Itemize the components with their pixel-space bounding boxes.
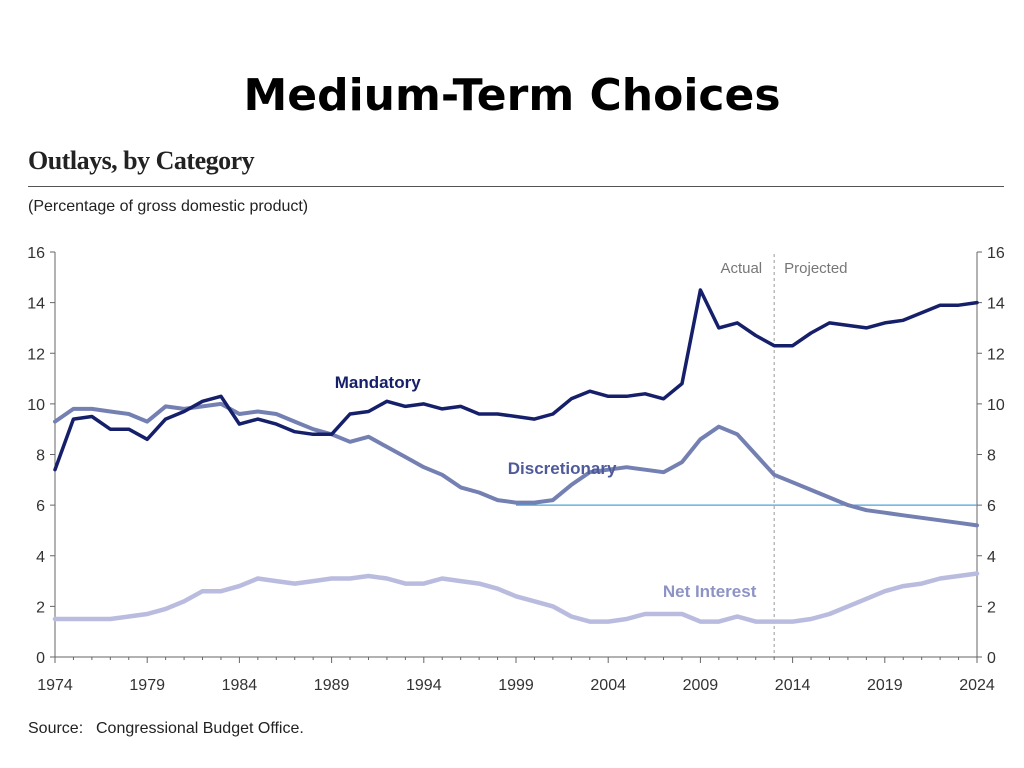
series-line-mandatory (53, 288, 979, 472)
chart-subtitle: (Percentage of gross domestic product) (28, 198, 309, 215)
y-tick-label-left: 12 (27, 346, 45, 363)
series-line-discretionary (53, 401, 979, 528)
x-tick-label: 1984 (222, 677, 258, 694)
y-tick-label-right: 6 (987, 498, 996, 515)
y-tick-label-right: 16 (987, 245, 1005, 262)
x-tick-label: 1999 (498, 677, 534, 694)
chart-title: Outlays, by Category (28, 146, 255, 175)
series-label-discretionary: Discretionary (508, 459, 617, 478)
actual-label: Actual (720, 260, 762, 277)
y-tick-label-left: 2 (36, 599, 45, 616)
y-tick-label-right: 8 (987, 448, 996, 465)
x-tick-label: 2019 (867, 677, 903, 694)
y-tick-label-right: 4 (987, 549, 996, 566)
series-line-net-interest (52, 571, 980, 624)
title-rule (28, 186, 1004, 187)
x-tick-label: 2009 (683, 677, 719, 694)
x-tick-label: 1979 (129, 677, 165, 694)
y-tick-label-left: 8 (36, 448, 45, 465)
y-tick-label-left: 0 (36, 650, 45, 667)
source-text: Congressional Budget Office. (96, 720, 304, 737)
y-tick-label-right: 2 (987, 599, 996, 616)
slide-title: Medium-Term Choices (243, 70, 781, 121)
y-tick-label-left: 14 (27, 296, 45, 313)
x-tick-label: 1974 (37, 677, 73, 694)
projected-label: Projected (784, 260, 847, 277)
x-tick-label: 1989 (314, 677, 350, 694)
x-tick-label: 1994 (406, 677, 442, 694)
y-tick-label-left: 10 (27, 397, 45, 414)
series-label-mandatory: Mandatory (335, 373, 422, 392)
y-tick-label-right: 0 (987, 650, 996, 667)
source-note: Source: Congressional Budget Office. (28, 720, 304, 738)
y-tick-label-right: 12 (987, 346, 1005, 363)
x-tick-label: 2004 (590, 677, 626, 694)
y-tick-label-right: 10 (987, 397, 1005, 414)
series-label-net-interest: Net Interest (663, 582, 757, 601)
y-tick-label-left: 4 (36, 549, 45, 566)
x-tick-label: 2014 (775, 677, 811, 694)
y-tick-label-left: 6 (36, 498, 45, 515)
source-label: Source: (28, 720, 84, 737)
y-tick-label-right: 14 (987, 296, 1005, 313)
x-tick-label: 2024 (959, 677, 995, 694)
y-tick-label-left: 16 (27, 245, 45, 262)
